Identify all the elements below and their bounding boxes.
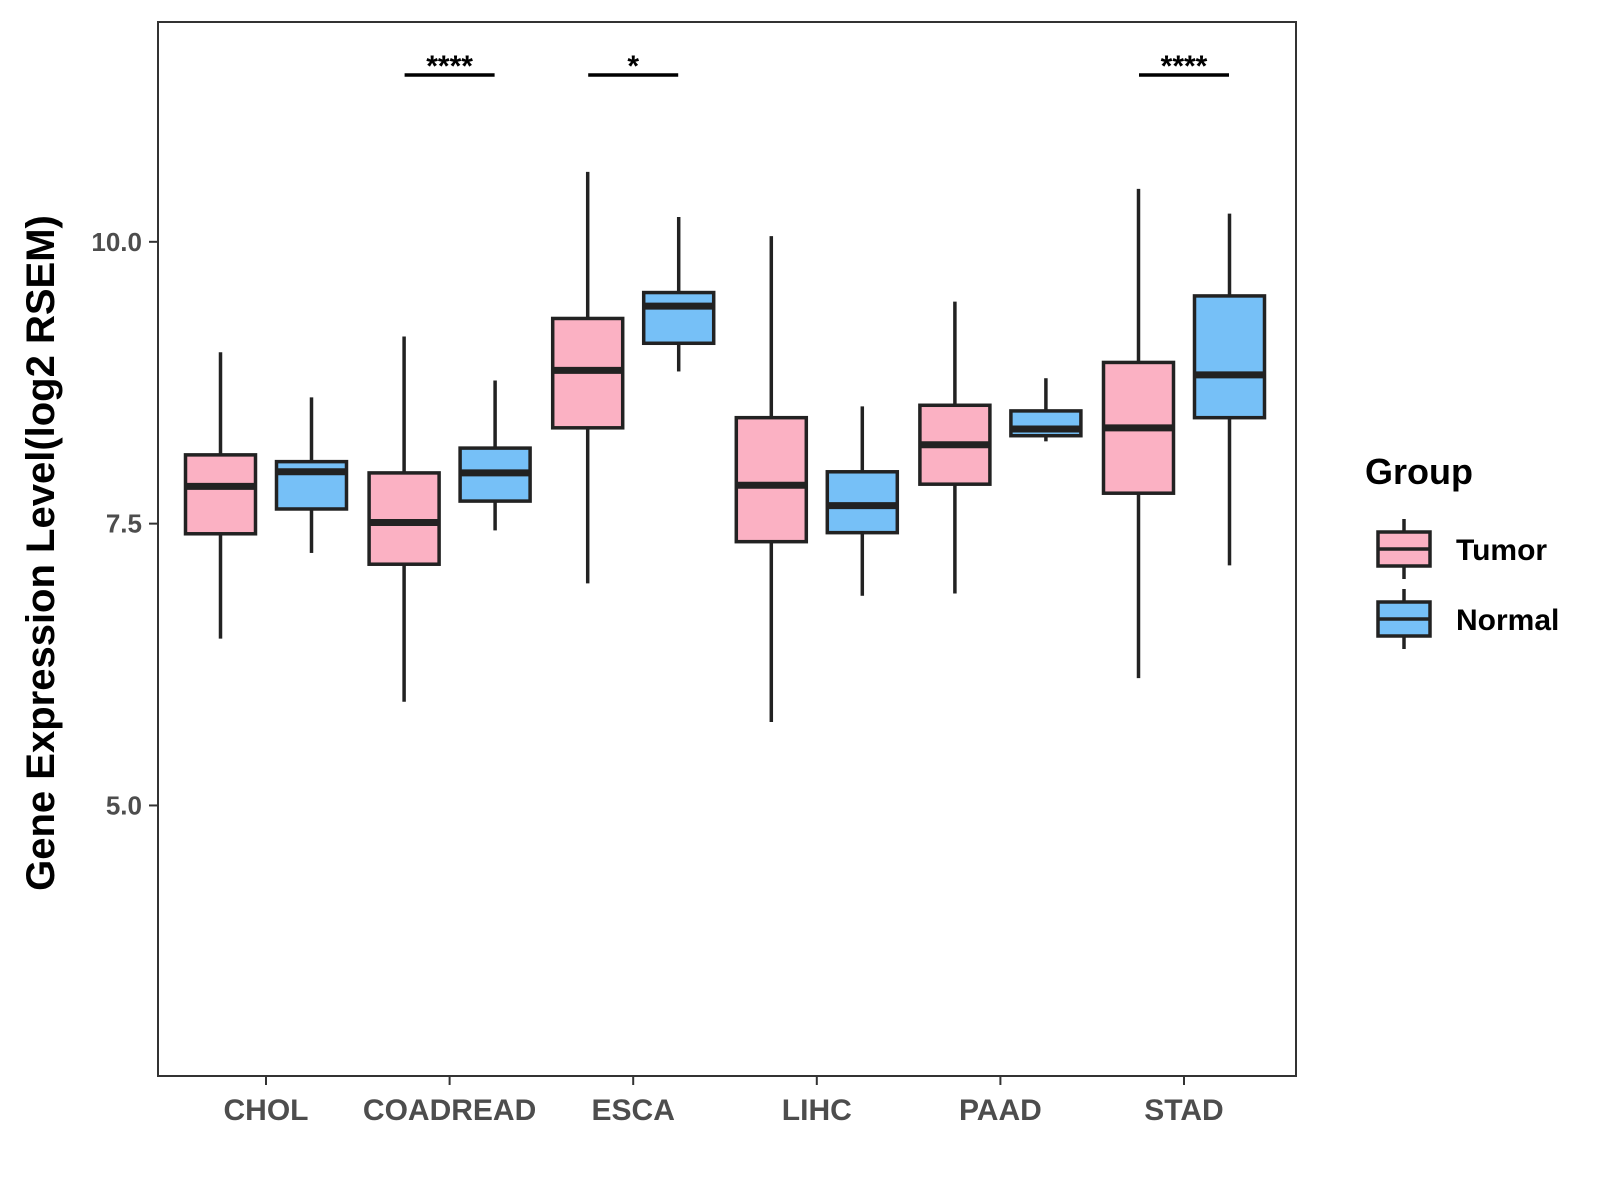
y-tick-label: 7.5 bbox=[106, 509, 142, 539]
box-iqr bbox=[367, 471, 441, 566]
x-tick-label: CHOL bbox=[224, 1094, 309, 1127]
x-axis: CHOL COADREAD ESCA LIHC PAAD STAD bbox=[224, 1076, 1224, 1127]
box-chol-tumor bbox=[183, 352, 258, 639]
legend: Group Tumor Normal bbox=[1365, 451, 1559, 649]
box-coadread-normal bbox=[458, 380, 532, 531]
significance-esca: * bbox=[588, 50, 679, 83]
legend-title: Group bbox=[1365, 451, 1473, 492]
box-iqr bbox=[641, 290, 716, 346]
y-tick-label: 10.0 bbox=[91, 227, 142, 257]
legend-label: Normal bbox=[1456, 604, 1559, 637]
significance-label: **** bbox=[1161, 50, 1208, 83]
x-tick-label: STAD bbox=[1144, 1094, 1223, 1127]
plot-panel-border bbox=[157, 21, 1297, 1077]
box-esca-normal bbox=[641, 217, 716, 372]
x-tick-label: COADREAD bbox=[363, 1094, 536, 1127]
box-paad-normal bbox=[1009, 378, 1083, 442]
box-iqr bbox=[183, 453, 258, 536]
box-iqr bbox=[1192, 294, 1267, 420]
boxes-layer bbox=[183, 171, 1267, 723]
box-stad-normal bbox=[1192, 213, 1267, 566]
legend-item-tumor: Tumor bbox=[1376, 519, 1547, 579]
box-coadread-tumor bbox=[367, 336, 441, 702]
legend-items: Tumor Normal bbox=[1376, 519, 1559, 649]
legend-label: Tumor bbox=[1456, 534, 1547, 567]
legend-item-normal: Normal bbox=[1376, 589, 1559, 649]
box-lihc-tumor bbox=[734, 236, 809, 723]
box-paad-tumor bbox=[918, 301, 992, 594]
box-stad-tumor bbox=[1101, 188, 1176, 679]
x-tick-label: PAAD bbox=[959, 1094, 1042, 1127]
significance-coadread: **** bbox=[404, 50, 495, 83]
y-axis: 5.0 7.5 10.0 bbox=[91, 227, 158, 820]
x-tick-label: ESCA bbox=[592, 1094, 675, 1127]
significance-layer: **** * **** bbox=[404, 50, 1229, 83]
significance-stad: **** bbox=[1139, 50, 1229, 83]
box-lihc-normal bbox=[825, 406, 900, 596]
significance-label: **** bbox=[426, 50, 473, 83]
significance-label: * bbox=[627, 50, 639, 83]
box-iqr bbox=[734, 415, 809, 544]
y-axis-title: Gene Expression Level(log2 RSEM) bbox=[19, 215, 63, 891]
y-tick-label: 5.0 bbox=[106, 790, 142, 820]
box-chol-normal bbox=[274, 397, 349, 553]
x-tick-label: LIHC bbox=[782, 1094, 852, 1127]
box-esca-tumor bbox=[550, 171, 625, 584]
